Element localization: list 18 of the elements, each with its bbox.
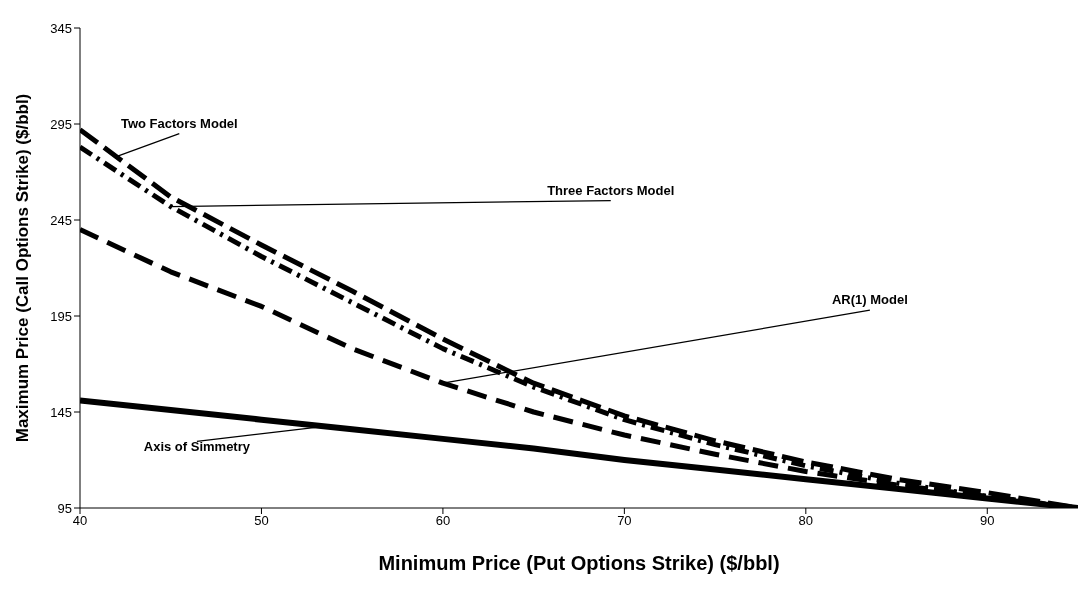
x-tick-label: 70 <box>617 513 632 529</box>
y-tick-label: 345 <box>50 20 72 36</box>
x-tick-label: 50 <box>254 513 269 529</box>
y-tick-label: 195 <box>50 308 72 324</box>
y-tick-label: 245 <box>50 212 72 228</box>
y-tick-label: 295 <box>50 116 72 132</box>
x-tick-label: 60 <box>435 513 451 529</box>
annotation: Axis of Simmetry <box>143 439 251 455</box>
x-axis-title: Minimum Price (Put Options Strike) ($/bbl) <box>378 552 780 574</box>
annotation: Two Factors Model <box>120 115 238 131</box>
y-tick-label: 95 <box>57 500 72 516</box>
y-tick-label: 145 <box>50 404 72 420</box>
x-tick-label: 90 <box>980 513 995 529</box>
annotation: AR(1) Model <box>831 292 908 308</box>
annotation: Three Factors Model <box>547 182 675 198</box>
y-axis-title: Maximum Price (Call Options Strike) ($/bbl) <box>13 93 33 443</box>
x-tick-label: 40 <box>72 513 88 529</box>
x-tick-label: 80 <box>798 513 814 529</box>
